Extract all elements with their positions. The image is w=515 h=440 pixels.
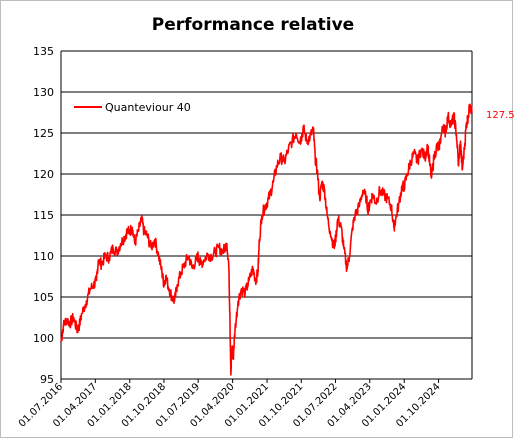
y-tick-label: 135 — [33, 45, 54, 58]
chart-title: Performance relative — [152, 15, 354, 35]
y-tick-label: 130 — [33, 86, 54, 99]
plot-area: 9510010511011512012513013501.07.201601.0… — [17, 45, 473, 430]
end-value-label: 127.5 — [486, 110, 514, 121]
y-tick-label: 125 — [33, 127, 54, 140]
y-tick-label: 100 — [33, 332, 54, 345]
y-tick-label: 110 — [33, 250, 54, 263]
legend-label: Quanteviour 40 — [105, 101, 191, 114]
y-tick-label: 95 — [40, 373, 54, 386]
y-tick-label: 120 — [33, 168, 54, 181]
y-tick-label: 115 — [33, 209, 54, 222]
y-tick-label: 105 — [33, 291, 54, 304]
legend: Quanteviour 40 — [74, 101, 191, 114]
series-line-quanteviour-40 — [60, 103, 473, 376]
